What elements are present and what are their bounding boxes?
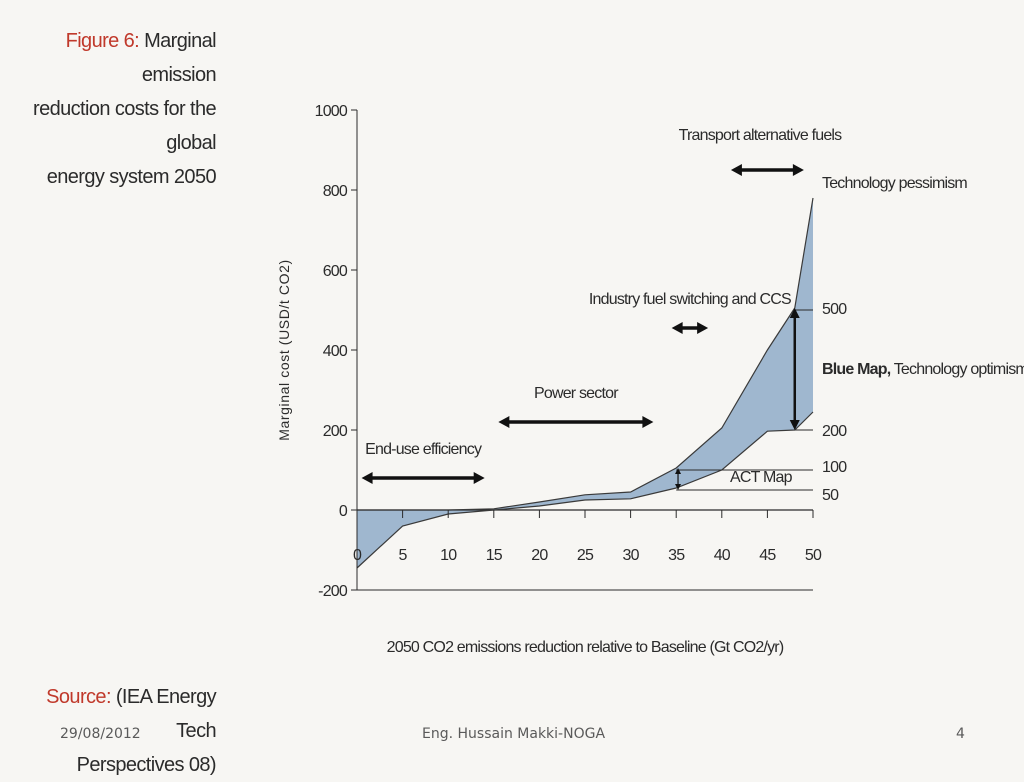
x-tick-label: 40 — [714, 547, 731, 564]
arrow-right-head — [473, 472, 485, 484]
y-tick-label: -200 — [318, 583, 348, 600]
arrow-right-head — [642, 416, 654, 428]
right-label-bold: Blue Map, — [822, 361, 891, 378]
x-tick-label: 25 — [577, 547, 594, 564]
figure-label: Figure 6: — [65, 30, 140, 52]
y-tick-label: 200 — [323, 423, 348, 440]
act-map-range-arrow-head-bottom — [675, 484, 682, 490]
cost-range-band — [357, 198, 813, 568]
footer-date: 29/08/2012 — [60, 726, 141, 742]
x-tick-label: 50 — [805, 547, 822, 564]
arrow-right-head — [792, 164, 804, 176]
series-line-pessimism — [357, 197, 814, 511]
annotation-label: Transport alternative fuels — [679, 127, 843, 144]
right-label: 500 — [822, 301, 847, 318]
blue-map-range-arrow-head-bottom — [789, 420, 800, 430]
arrow-left-head — [498, 416, 510, 428]
y-tick-label: 0 — [339, 503, 348, 520]
source-line-2: Perspectives 08) — [76, 754, 217, 776]
annotation-label: End-use efficiency — [365, 441, 482, 458]
right-label: ACT Map — [730, 469, 793, 486]
arrow-right-head — [697, 322, 709, 334]
x-tick-label: 20 — [531, 547, 548, 564]
x-tick-label: 15 — [486, 547, 503, 564]
right-label-suffix: Technology optimism — [890, 361, 1024, 378]
blue-map-range-arrow-head-top — [789, 308, 800, 318]
x-tick-label: 45 — [759, 547, 776, 564]
figure-title-line-3: energy system 2050 — [46, 166, 217, 188]
right-label: Blue Map, Technology optimism — [822, 361, 1024, 378]
source-line-1: (IEA Energy Tech — [115, 686, 217, 742]
arrow-left-head — [730, 164, 742, 176]
x-tick-label: 0 — [353, 547, 362, 564]
right-label: 200 — [822, 423, 847, 440]
figure-caption: Figure 6: Marginal emission reduction co… — [20, 24, 217, 194]
right-label: Technology pessimism — [822, 175, 967, 192]
source-label: Source: — [46, 686, 111, 708]
x-tick-label: 30 — [622, 547, 639, 564]
right-label: 50 — [822, 487, 839, 504]
x-tick-label: 35 — [668, 547, 685, 564]
arrow-left-head — [671, 322, 683, 334]
y-tick-label: 800 — [323, 183, 348, 200]
series-line-optimism — [356, 411, 814, 569]
figure-title-line-2: reduction costs for the global — [33, 98, 217, 154]
footer-page-number: 4 — [956, 726, 965, 742]
annotation-label: Industry fuel switching and CCS — [589, 291, 791, 308]
act-map-range-arrow-head-top — [675, 468, 682, 474]
y-tick-label: 1000 — [315, 103, 348, 120]
right-label: 100 — [822, 459, 847, 476]
x-tick-label: 5 — [399, 547, 408, 564]
x-tick-label: 10 — [440, 547, 457, 564]
arrow-left-head — [361, 472, 373, 484]
footer-author: Eng. Hussain Makki-NOGA — [422, 726, 606, 742]
y-tick-label: 600 — [323, 263, 348, 280]
figure-title-line-1: Marginal emission — [141, 30, 217, 86]
y-tick-label: 400 — [323, 343, 348, 360]
x-axis-label: 2050 CO2 emissions reduction relative to… — [387, 639, 784, 656]
source-note: Source: (IEA Energy Tech Perspectives 08… — [20, 680, 216, 782]
y-axis-label: Marginal cost (USD/t CO2) — [276, 259, 292, 440]
annotation-label: Power sector — [534, 385, 619, 402]
